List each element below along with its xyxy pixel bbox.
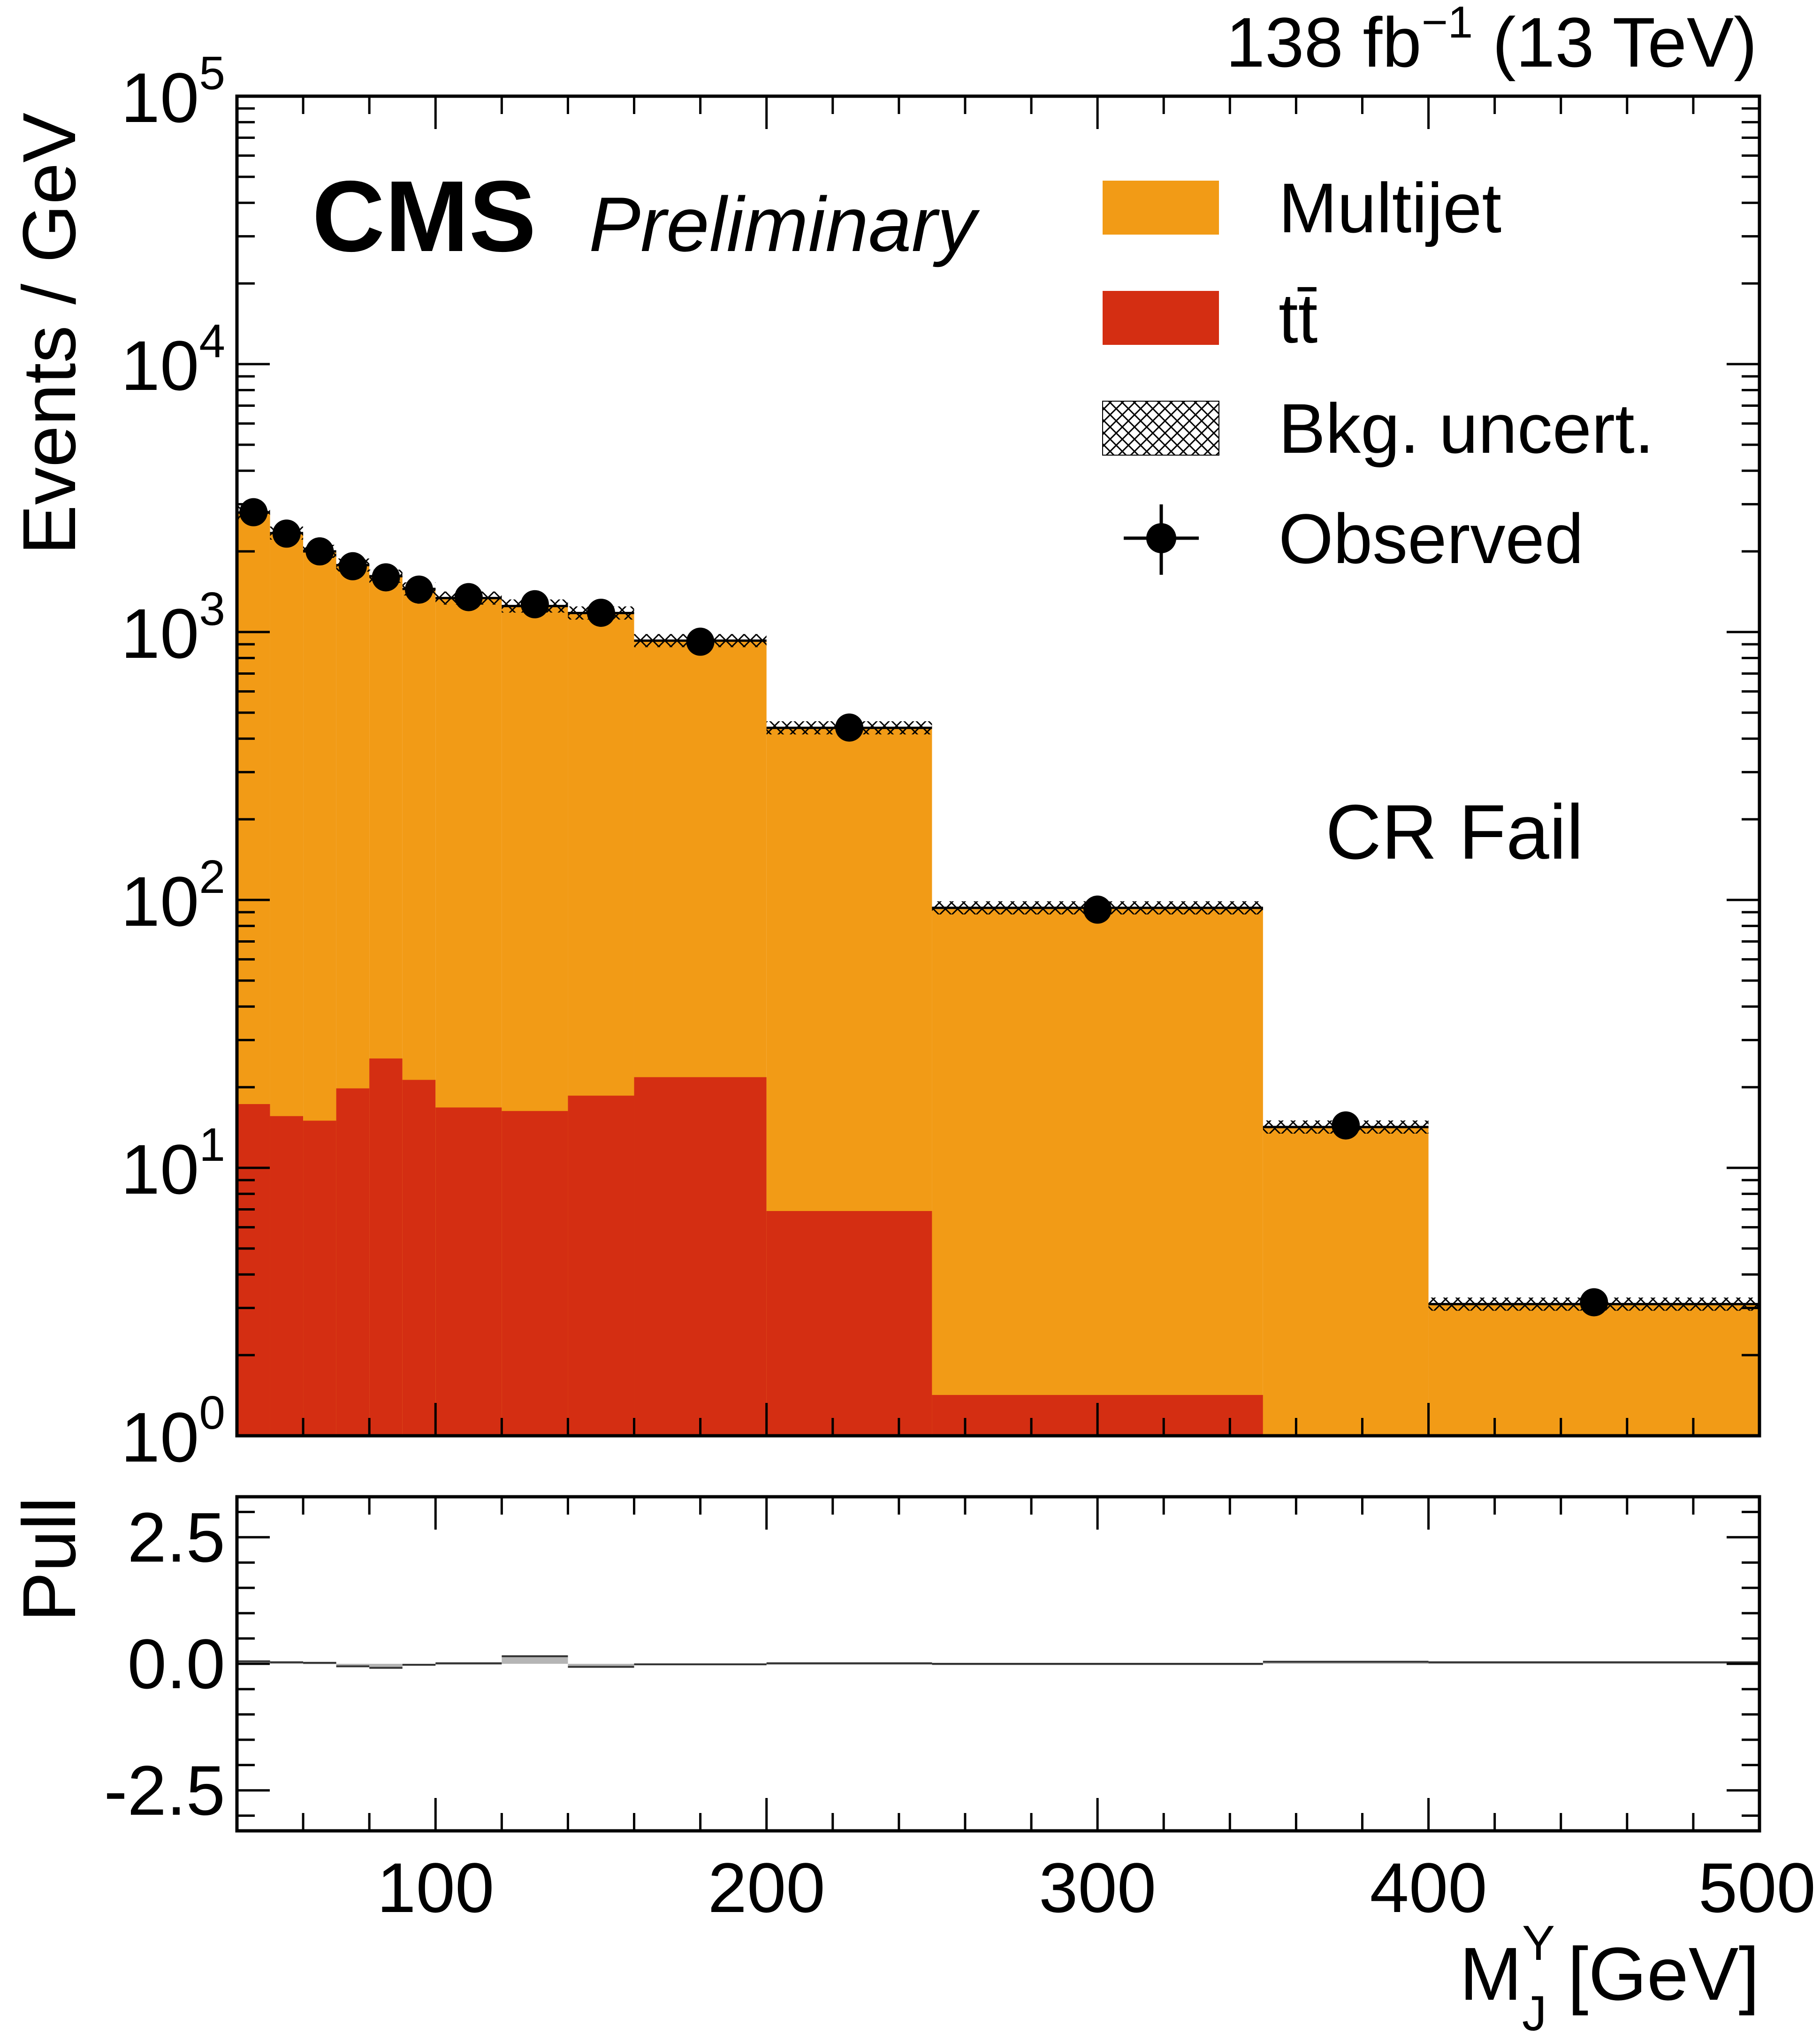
- x-tick-label: 400: [1370, 1848, 1487, 1927]
- ttbar-bar: [402, 1080, 436, 1436]
- pull-bar: [336, 1664, 370, 1667]
- pull-bar: [502, 1656, 568, 1664]
- observed-point: [305, 537, 334, 566]
- pull-bar: [369, 1664, 403, 1668]
- pull-y-tick-label: -2.5: [104, 1751, 225, 1830]
- pull-plot-frame: [235, 1495, 1761, 1833]
- ttbar-bar: [766, 1211, 932, 1436]
- observed-point: [586, 598, 615, 627]
- ttbar-bar: [270, 1116, 304, 1436]
- observed-point: [372, 563, 400, 592]
- legend-marker-observed: [1124, 504, 1199, 575]
- y-tick-label: 102: [121, 851, 225, 941]
- y-tick-label: 104: [121, 315, 225, 405]
- ttbar-bar: [369, 1058, 403, 1436]
- pull-y-axis-title: Pull: [7, 1497, 91, 1622]
- legend: Multijet tt̄ Bkg. uncert. Observed: [1102, 168, 1654, 578]
- x-tick-label: 200: [708, 1848, 825, 1927]
- y-tick-label: 105: [121, 47, 225, 137]
- legend-swatch-multijet: [1103, 181, 1219, 235]
- ttbar-bar: [568, 1096, 634, 1436]
- main-y-axis-title: Events / GeV: [7, 113, 91, 555]
- ttbar-bar: [634, 1077, 767, 1436]
- legend-swatch-ttbar: [1103, 291, 1219, 345]
- multijet-bar: [932, 907, 1263, 1436]
- ttbar-bar: [237, 1104, 270, 1436]
- main-plot-frame: [235, 94, 1761, 1438]
- legend-label-ttbar: tt̄: [1279, 279, 1317, 358]
- observed-point: [454, 583, 483, 611]
- main-panel: 100 101 102 103 104 105: [121, 47, 1761, 1477]
- observed-point: [520, 590, 549, 618]
- legend-label-observed: Observed: [1279, 499, 1584, 578]
- ttbar-bar: [336, 1088, 370, 1436]
- ttbar-bar: [502, 1111, 568, 1436]
- observed-point: [686, 627, 715, 656]
- ttbar-bar: [303, 1120, 336, 1436]
- legend-label-uncertainty: Bkg. uncert.: [1279, 389, 1654, 468]
- y-tick-label: 100: [121, 1386, 225, 1477]
- pull-y-tick-label: 0.0: [127, 1624, 225, 1703]
- observed-point: [1580, 1288, 1608, 1317]
- cms-label: CMS: [312, 160, 536, 273]
- legend-swatch-uncertainty: [1102, 401, 1219, 456]
- region-label: CR Fail: [1325, 789, 1584, 875]
- x-axis-title: MY J [GeV]: [1460, 1916, 1759, 2034]
- ttbar-bar: [435, 1107, 502, 1436]
- observed-point: [1332, 1111, 1360, 1140]
- multijet-bar: [1263, 1127, 1429, 1436]
- pull-bar: [568, 1664, 634, 1667]
- x-tick-label: 500: [1698, 1848, 1816, 1927]
- observed-point: [239, 498, 268, 526]
- x-tick-label: 300: [1039, 1848, 1156, 1927]
- pull-bar: [1263, 1661, 1429, 1664]
- luminosity-label: 138 fb−1 (13 TeV): [1226, 0, 1757, 82]
- pull-bar: [237, 1661, 270, 1664]
- legend-label-multijet: Multijet: [1279, 168, 1501, 247]
- observed-point: [338, 552, 367, 580]
- pull-panel: 2.5 0.0 -2.5 100 200 300 400 500: [104, 1495, 1816, 1927]
- observed-point: [404, 575, 433, 604]
- observed-point: [835, 713, 864, 742]
- observed-point: [272, 519, 301, 548]
- y-tick-label: 101: [121, 1119, 225, 1209]
- x-tick-label: 100: [377, 1848, 494, 1927]
- pull-y-tick-label: 2.5: [127, 1498, 225, 1577]
- observed-point: [1083, 895, 1112, 924]
- preliminary-label: Preliminary: [589, 181, 980, 267]
- multijet-bar: [1428, 1304, 1759, 1436]
- y-tick-label: 103: [121, 583, 225, 673]
